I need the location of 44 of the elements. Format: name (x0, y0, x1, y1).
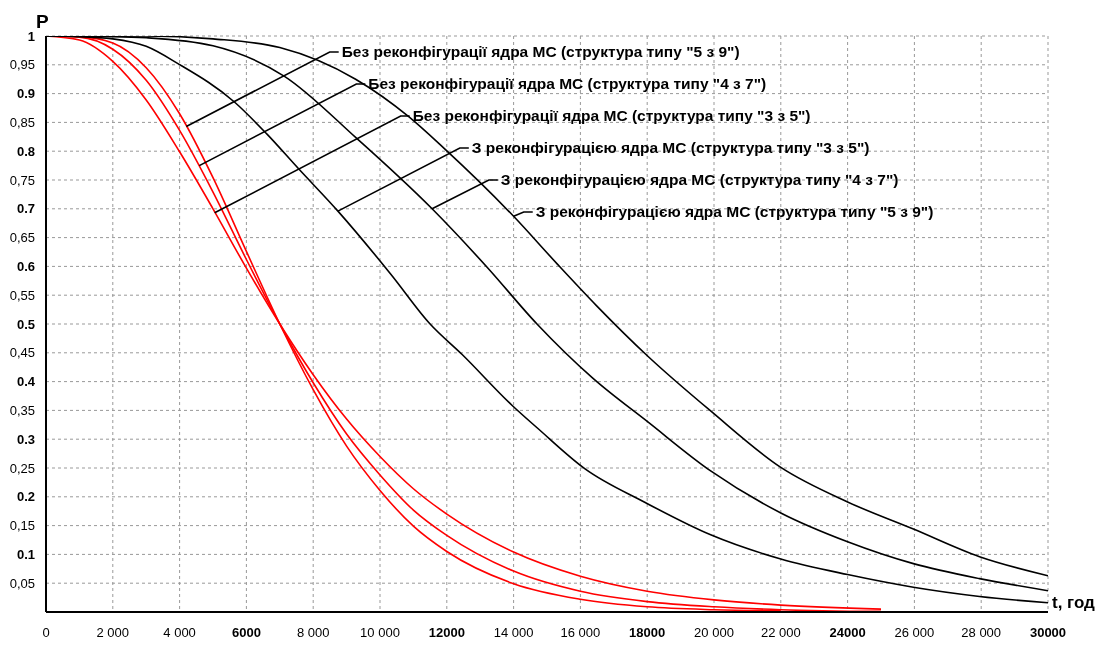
y-tick-label: 0.2 (16, 489, 35, 505)
y-tick-label: 0,55 (9, 287, 35, 303)
x-tick-label: 24000 (829, 624, 866, 640)
annotation: Без реконфігурації ядра МС (структура типу "3 з 5") (412, 107, 811, 124)
x-tick-label: 2 000 (96, 624, 130, 640)
y-tick-label: 0,05 (9, 575, 35, 591)
x-tick-label: 0 (42, 624, 50, 640)
y-tick-label: 0,75 (9, 172, 35, 188)
y-tick-label: 0.8 (16, 143, 35, 159)
annotation: Без реконфігурації ядра МС (структура типу "5 з 9") (341, 43, 740, 60)
y-tick-label: 0,15 (9, 518, 35, 534)
x-tick-label: 28 000 (961, 624, 1002, 640)
y-tick-label: 0,25 (9, 460, 35, 476)
x-tick-label: 14 000 (493, 624, 534, 640)
y-tick-label: 0,85 (9, 114, 35, 130)
x-tick-label: 22 000 (760, 624, 801, 640)
annotation: З реконфігурацією ядра МС (структура типу "5 з 9") (535, 203, 934, 220)
y-tick-label: 0,45 (9, 345, 35, 361)
y-tick-label: 0.1 (16, 546, 35, 562)
y-tick-label: 0,35 (9, 402, 35, 418)
annotation: З реконфігурацією ядра МС (структура типу "4 з 7") (500, 171, 899, 188)
y-tick-label: 0,65 (9, 230, 35, 246)
x-tick-label: 20 000 (694, 624, 734, 640)
annotation: З реконфігурацією ядра МС (структура типу "3 з 5") (471, 139, 870, 156)
x-axis-title: t, год (1052, 593, 1096, 612)
x-tick-label: 4 000 (163, 624, 196, 640)
x-tick-label: 10 000 (360, 624, 400, 640)
x-tick-label: 16 000 (560, 624, 601, 640)
y-tick-label: 0,95 (9, 57, 35, 73)
y-tick-label: 0.3 (16, 431, 35, 447)
x-tick-label: 8 000 (296, 624, 330, 640)
y-tick-label: 0.9 (16, 86, 35, 102)
x-tick-label: 12000 (428, 624, 465, 640)
y-tick-label: 0.6 (16, 258, 35, 274)
y-tick-label: 0.4 (16, 374, 36, 390)
y-tick-label: 0.5 (16, 316, 35, 332)
x-tick-label: 6000 (231, 624, 261, 640)
y-tick-label: 1 (27, 28, 35, 44)
x-tick-label: 30000 (1029, 624, 1067, 640)
y-axis-title: P (36, 11, 49, 32)
x-tick-label: 26 000 (894, 624, 935, 640)
annotation: Без реконфігурації ядра МС (структура типу "4 з 7") (368, 75, 767, 92)
y-tick-label: 0.7 (16, 201, 35, 217)
x-tick-label: 18000 (629, 624, 666, 640)
